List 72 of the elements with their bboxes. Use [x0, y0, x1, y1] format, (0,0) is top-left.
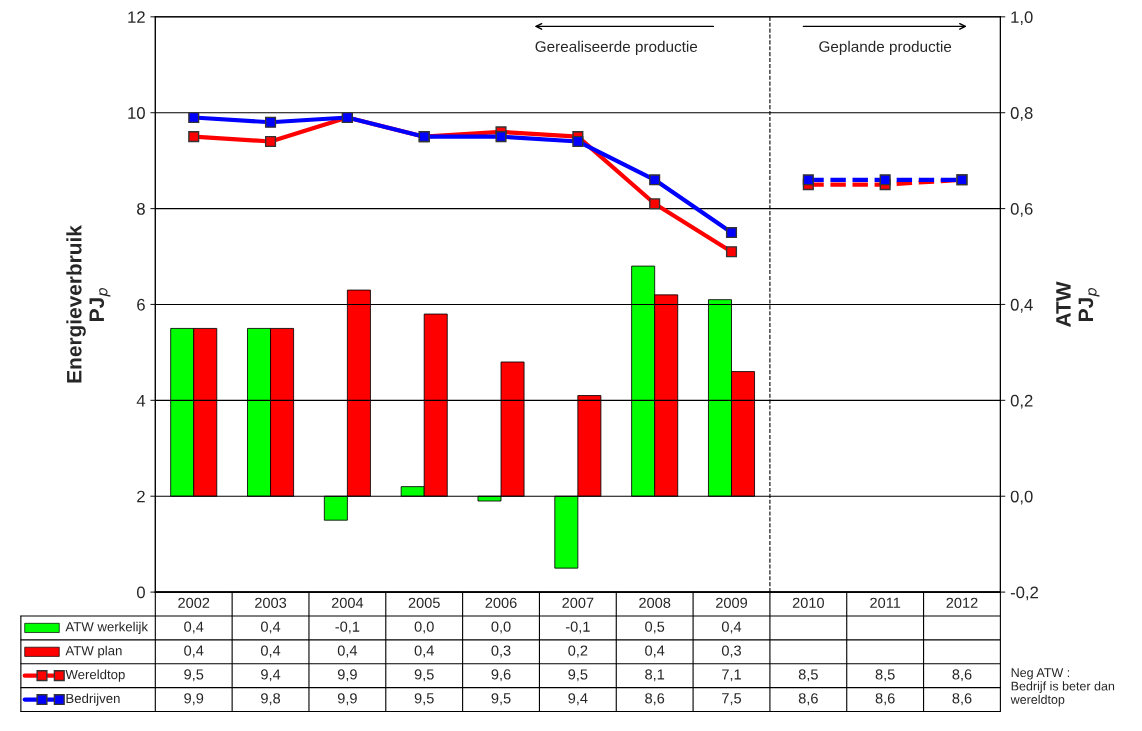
data-label: 0,0 — [491, 621, 511, 634]
y2-tick-label: 0,8 — [1010, 107, 1033, 121]
data-label: 0,2 — [568, 645, 588, 658]
data-label: 0,4 — [645, 645, 665, 658]
y-axis-title: Energieverbruik PJ$_{p}$ — [66, 225, 111, 383]
legend-label: ATW plan — [65, 645, 122, 658]
x-tick-label: 2007 — [562, 597, 594, 608]
data-label: 7,5 — [722, 693, 742, 706]
y-tick-label: 2 — [137, 490, 145, 503]
legend-label: ATW werkelijk — [65, 621, 149, 635]
data-label: 9,8 — [261, 693, 281, 706]
data-label: 7,1 — [722, 669, 741, 682]
y2-tick-label: 0,4 — [1010, 298, 1033, 313]
text: 8,6 — [875, 693, 895, 706]
data-label: 0,5 — [645, 621, 665, 634]
data-label: 0,4 — [184, 621, 204, 634]
annotation: Geplande productie — [819, 40, 952, 56]
data-label: 8,1 — [645, 669, 665, 682]
data-label: 9,5 — [491, 693, 511, 706]
data-label: 0,4 — [184, 645, 204, 658]
x-tick-label: 2006 — [485, 597, 517, 608]
x-tick-label: 2008 — [639, 597, 671, 608]
data-label: 9,4 — [261, 669, 281, 682]
legend-label: Bedrijven — [66, 693, 120, 706]
data-label: 9,9 — [337, 693, 357, 706]
data-label: 0,3 — [491, 645, 511, 658]
data-label: 9,5 — [568, 669, 588, 682]
y2-tick-label: 0,6 — [1010, 202, 1033, 217]
y-tick-label: 8 — [137, 202, 145, 215]
data-label: 0,4 — [337, 645, 358, 658]
data-label: 0,0 — [414, 621, 434, 634]
text: 8,5 — [798, 669, 818, 682]
y2-axis-title: ATW PJ$_{p}$ — [1056, 281, 1100, 327]
x-tick-label: 2004 — [331, 597, 364, 608]
y-tick-label: 4 — [136, 394, 146, 407]
legend-label: Wereldtop — [65, 669, 125, 682]
y-tick-label: 12 — [128, 11, 145, 23]
data-label: 0,4 — [260, 621, 281, 634]
text: 8,5 — [875, 669, 895, 682]
annotation: Gerealiseerde productie — [535, 40, 698, 56]
data-label: 9,9 — [184, 693, 204, 706]
data-label: 0,4 — [260, 645, 281, 658]
data-label: 0,4 — [721, 621, 742, 634]
text: 8,6 — [952, 693, 972, 706]
data-label: -0,1 — [565, 621, 590, 634]
y2-tick-label: 0,0 — [1010, 490, 1033, 505]
data-label: -0,1 — [335, 621, 360, 634]
y-tick-label: 0 — [136, 586, 145, 599]
data-label: 9,5 — [414, 669, 434, 682]
x-tick-label: 2009 — [716, 597, 748, 608]
text: Neg ATW : Bedrijf is beter dan wereldtop — [1010, 668, 1115, 707]
y2-tick-label: -0,2 — [1010, 586, 1038, 601]
x-tick-label: 2011 — [870, 597, 901, 608]
y2-tick-label: 1,0 — [1011, 11, 1033, 25]
data-label: 9,4 — [568, 693, 588, 706]
data-label: 9,5 — [184, 669, 204, 682]
y-tick-label: 6 — [137, 298, 145, 311]
data-label: 9,6 — [491, 669, 511, 682]
x-tick-label: 2012 — [946, 597, 978, 608]
x-tick-label: 2002 — [178, 597, 210, 608]
y-tick-label: 10 — [128, 107, 145, 119]
data-label: 8,6 — [645, 693, 665, 706]
x-tick-label: 2003 — [255, 597, 287, 608]
text: 8,6 — [798, 693, 818, 706]
data-label: 9,5 — [414, 693, 434, 706]
x-tick-label: 2005 — [408, 597, 440, 608]
data-label: 0,3 — [721, 645, 741, 658]
data-label: 9,9 — [337, 669, 357, 682]
text: 8,6 — [952, 669, 972, 682]
x-tick-label: 2010 — [792, 597, 824, 608]
y2-tick-label: 0,2 — [1010, 394, 1033, 409]
data-label: 0,4 — [414, 645, 434, 658]
